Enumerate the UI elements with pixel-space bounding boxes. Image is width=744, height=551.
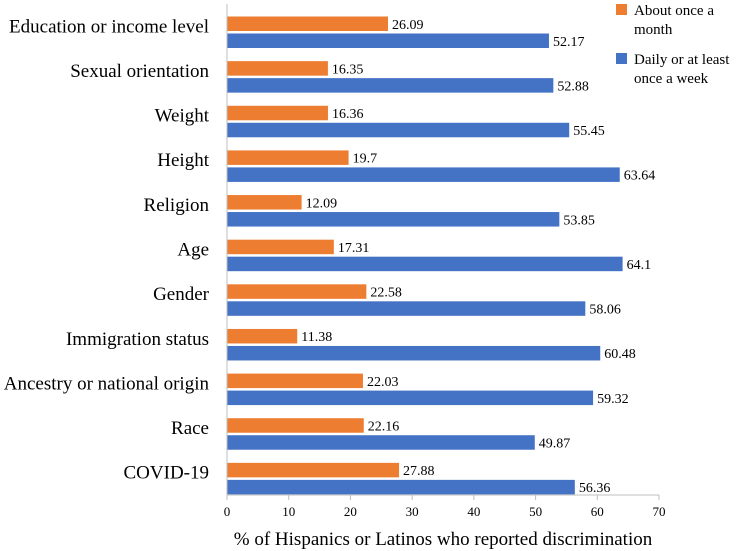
bar-religion-about-once-a-month	[227, 195, 302, 210]
bar-weight-daily-or-at-least-once-a-week	[227, 122, 570, 138]
category-label-religion: Religion	[144, 195, 210, 216]
data-label-education-or-income-level-daily-or-at-least-once-a-week: 52.17	[553, 35, 585, 50]
bar-age-about-once-a-month	[227, 239, 334, 255]
bars-layer	[227, 16, 623, 495]
legend-swatch-about-once-a-month	[616, 4, 627, 15]
bar-sexual-orientation-daily-or-at-least-once-a-week	[227, 78, 554, 93]
data-label-race-daily-or-at-least-once-a-week: 49.87	[539, 436, 571, 451]
data-label-immigration-status-about-once-a-month: 11.38	[301, 330, 332, 345]
bar-immigration-status-daily-or-at-least-once-a-week	[227, 345, 601, 361]
data-label-sexual-orientation-daily-or-at-least-once-a-week: 52.88	[557, 79, 589, 94]
category-label-sexual-orientation: Sexual orientation	[70, 61, 209, 82]
bar-gender-about-once-a-month	[227, 284, 367, 299]
x-tick-label-0: 0	[224, 504, 231, 519]
x-tick-label-20: 20	[344, 504, 357, 519]
category-label-immigration-status: Immigration status	[66, 329, 209, 350]
x-tick-label-30: 30	[406, 504, 419, 519]
bar-race-about-once-a-month	[227, 418, 364, 433]
data-label-ancestry-or-national-origin-about-once-a-month: 22.03	[367, 375, 399, 390]
data-label-religion-daily-or-at-least-once-a-week: 53.85	[563, 213, 595, 228]
bar-height-about-once-a-month	[227, 150, 349, 165]
data-label-gender-daily-or-at-least-once-a-week: 58.06	[589, 303, 621, 318]
category-label-gender: Gender	[153, 284, 210, 305]
bar-age-daily-or-at-least-once-a-week	[227, 256, 623, 272]
data-label-education-or-income-level-about-once-a-month: 26.09	[392, 18, 424, 33]
x-tick-label-40: 40	[467, 504, 480, 519]
legend-label-daily-or-at-least-once-a-week-line-2: once a week	[634, 71, 709, 87]
data-label-weight-about-once-a-month: 16.36	[332, 107, 364, 122]
legend-swatch-daily-or-at-least-once-a-week	[616, 53, 627, 64]
category-label-race: Race	[171, 418, 209, 439]
bar-race-daily-or-at-least-once-a-week	[227, 435, 535, 450]
bar-religion-daily-or-at-least-once-a-week	[227, 212, 560, 227]
data-label-immigration-status-daily-or-at-least-once-a-week: 60.48	[604, 347, 636, 362]
x-tick-label-50: 50	[529, 504, 542, 519]
bar-ancestry-or-national-origin-about-once-a-month	[227, 373, 363, 389]
bar-sexual-orientation-about-once-a-month	[227, 61, 328, 76]
legend-label-about-once-a-month-line-1: About once a	[634, 3, 714, 19]
bar-covid-19-daily-or-at-least-once-a-week	[227, 479, 575, 495]
data-label-religion-about-once-a-month: 12.09	[306, 196, 338, 211]
data-label-ancestry-or-national-origin-daily-or-at-least-once-a-week: 59.32	[597, 392, 629, 407]
bar-immigration-status-about-once-a-month	[227, 328, 298, 344]
data-label-covid-19-daily-or-at-least-once-a-week: 56.36	[579, 481, 611, 496]
data-label-gender-about-once-a-month: 22.58	[370, 286, 402, 301]
bar-education-or-income-level-about-once-a-month	[227, 16, 389, 31]
category-label-age: Age	[177, 240, 209, 261]
bar-height-daily-or-at-least-once-a-week	[227, 167, 620, 182]
legend-label-daily-or-at-least-once-a-week-line-1: Daily or at least	[634, 52, 730, 68]
category-label-weight: Weight	[155, 106, 210, 127]
category-label-ancestry-or-national-origin: Ancestry or national origin	[4, 373, 210, 394]
legend-label-about-once-a-month-line-2: month	[634, 22, 673, 38]
bar-education-or-income-level-daily-or-at-least-once-a-week	[227, 33, 549, 48]
x-axis-title: % of Hispanics or Latinos who reported d…	[234, 529, 653, 550]
legend: About once a month Daily or at least once a…	[616, 3, 730, 87]
bar-weight-about-once-a-month	[227, 105, 328, 121]
data-label-age-about-once-a-month: 17.31	[338, 241, 370, 256]
category-label-education-or-income-level: Education or income level	[9, 16, 209, 37]
category-label-height: Height	[157, 150, 209, 171]
bar-gender-daily-or-at-least-once-a-week	[227, 301, 586, 316]
data-label-sexual-orientation-about-once-a-month: 16.35	[332, 62, 364, 77]
data-label-age-daily-or-at-least-once-a-week: 64.1	[627, 258, 652, 273]
x-tick-label-10: 10	[282, 504, 295, 519]
x-tick-label-70: 70	[653, 504, 666, 519]
bar-covid-19-about-once-a-month	[227, 462, 400, 478]
data-label-height-daily-or-at-least-once-a-week: 63.64	[624, 169, 656, 184]
data-label-height-about-once-a-month: 19.7	[353, 152, 378, 167]
data-label-weight-daily-or-at-least-once-a-week: 55.45	[573, 124, 605, 139]
x-tick-label-60: 60	[591, 504, 604, 519]
bar-ancestry-or-national-origin-daily-or-at-least-once-a-week	[227, 390, 594, 406]
data-label-race-about-once-a-month: 22.16	[368, 419, 400, 434]
labels-layer: 26.09 52.17 Education or income level 16.35…	[4, 16, 656, 550]
data-label-covid-19-about-once-a-month: 27.88	[403, 464, 435, 479]
category-label-covid-19: COVID-19	[124, 463, 210, 484]
axes-layer: 0 10 20 30 40 50 60 70	[224, 4, 666, 519]
